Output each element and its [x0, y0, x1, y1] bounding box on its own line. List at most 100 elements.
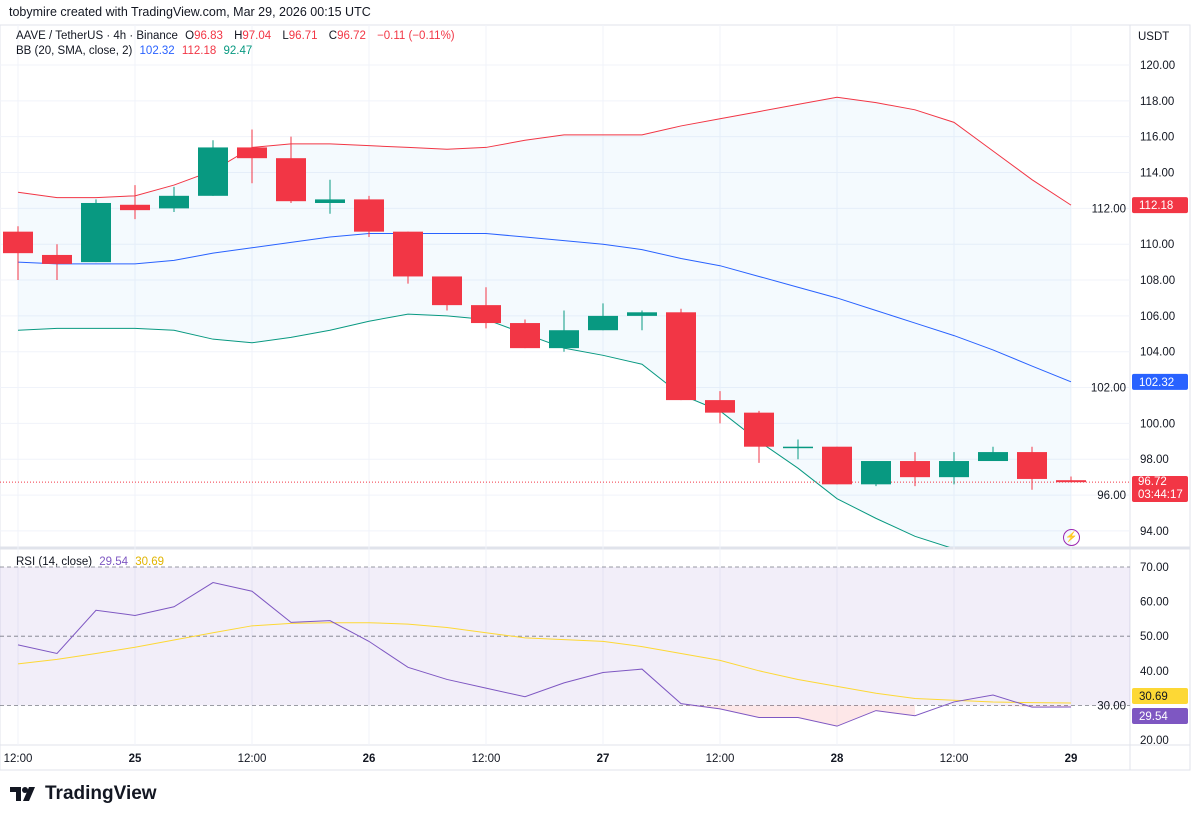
rsi-oversold-fill	[681, 705, 1071, 727]
price-tick-label: 120.00	[1140, 60, 1175, 72]
time-tick-label: 26	[363, 753, 376, 765]
candle-body	[393, 231, 423, 277]
rsi-value: 29.54	[99, 556, 129, 568]
candle-body	[822, 446, 852, 485]
bb-fill	[18, 97, 1071, 547]
candle-body	[939, 461, 969, 478]
credit-text: tobymire created with TradingView.com, M…	[9, 5, 371, 19]
candle-body	[627, 312, 657, 316]
close-label: C	[328, 30, 338, 42]
candle-body	[549, 330, 579, 349]
bb-upper-value: 112.18	[181, 45, 217, 57]
bb-legend[interactable]: BB (20, SMA, close, 2) 102.32 112.18 92.…	[16, 45, 256, 57]
lightning-icon[interactable]: ⚡	[1063, 529, 1080, 546]
candle-body	[120, 204, 150, 211]
open-value: O96.83	[185, 30, 227, 42]
price-tick-label: 94.00	[1140, 526, 1169, 538]
bb-upper-line	[17, 96, 1072, 206]
high-value: H97.04	[234, 30, 275, 42]
rsi-tick-label: 20.00	[1140, 735, 1169, 747]
bb-upper-tag	[1132, 197, 1188, 214]
rsi-tick-label: 70.00	[1140, 562, 1169, 574]
bb-upper-tag-text: 112.18	[1139, 200, 1173, 212]
bb-lower-value: 92.47	[223, 45, 253, 57]
chart-frame	[0, 24, 1191, 771]
bb-basis-tag-text: 102.32	[1139, 377, 1174, 389]
rsi-tag	[1132, 707, 1188, 724]
last-price: 96.72	[1138, 476, 1167, 488]
low-number: 96.71	[288, 30, 318, 42]
candle-body	[237, 147, 267, 159]
low-label: L	[282, 30, 289, 42]
candle-body	[783, 446, 813, 449]
open-number: 96.83	[194, 30, 223, 42]
rsi-legend[interactable]: RSI (14, close) 29.54 30.69	[16, 556, 168, 568]
candle-body	[159, 195, 189, 209]
rsi-label: RSI (14, close)	[16, 556, 93, 568]
price-tick-label: 96.00	[1097, 490, 1126, 502]
candle-body	[432, 276, 462, 306]
high-number: 97.04	[242, 30, 272, 42]
bb-basis-value: 102.32	[139, 45, 175, 57]
candle-body	[471, 305, 501, 324]
time-tick-label: 12:00	[4, 753, 33, 765]
rsi-ma-line	[17, 622, 1072, 704]
price-tick-label: 98.00	[1140, 454, 1169, 466]
price-tick-label: 100.00	[1140, 418, 1175, 430]
rsi-ma-tag-text: 30.69	[1139, 691, 1168, 703]
low-value: L96.71	[282, 30, 321, 42]
bar-countdown: 03:44:17	[1138, 489, 1183, 501]
tradingview-logo-icon	[10, 787, 35, 801]
candle-body	[978, 452, 1008, 462]
bb-basis-tag	[1132, 373, 1188, 390]
candle-body	[1017, 452, 1047, 479]
candle-body	[510, 323, 540, 349]
rsi-tick-label: 40.00	[1140, 666, 1169, 678]
high-label: H	[234, 30, 243, 42]
time-tick-label: 12:00	[940, 753, 969, 765]
last-price-tag: 96.72 03:44:17	[1132, 476, 1188, 502]
candle-body	[315, 199, 345, 203]
candle-body	[354, 199, 384, 232]
currency-label[interactable]: USDT	[1138, 31, 1170, 43]
candle-body	[276, 158, 306, 202]
candle-body	[705, 400, 735, 413]
candle-body	[198, 147, 228, 196]
close-number: 96.72	[337, 30, 366, 42]
rsi-tag-text: 29.54	[1139, 711, 1168, 723]
time-tick-label: 29	[1065, 753, 1078, 765]
change-value: −0.11 (−0.11%)	[377, 30, 455, 42]
price-pane	[0, 96, 1130, 547]
candle-body	[3, 231, 33, 254]
candle-body	[1056, 480, 1086, 483]
price-tick-label: 118.00	[1140, 96, 1174, 108]
logo-text: TradingView	[45, 783, 157, 804]
symbol-name: AAVE / TetherUS · 4h · Binance	[16, 30, 178, 42]
close-value: C96.72	[329, 30, 370, 42]
candle-body	[81, 202, 111, 263]
candle-body	[861, 461, 891, 485]
time-tick-label: 28	[831, 753, 844, 765]
candle-body	[666, 312, 696, 401]
tradingview-logo[interactable]: TradingView	[10, 783, 157, 805]
price-tick-label: 108.00	[1140, 275, 1175, 287]
candle-body	[588, 315, 618, 331]
rsi-tick-label: 50.00	[1140, 631, 1169, 643]
rsi-tick-label: 60.00	[1140, 597, 1169, 609]
bb-label: BB (20, SMA, close, 2)	[16, 45, 133, 57]
bb-basis-line	[17, 232, 1072, 383]
price-tick-label: 110.00	[1140, 239, 1174, 251]
time-tick-label: 27	[597, 753, 610, 765]
time-tick-label: 12:00	[472, 753, 501, 765]
price-tick-label: 112.00	[1092, 203, 1126, 215]
time-tick-label: 12:00	[238, 753, 267, 765]
open-label: O	[185, 30, 195, 42]
candle-body	[42, 254, 72, 264]
time-tick-label: 25	[129, 753, 142, 765]
symbol-legend: AAVE / TetherUS · 4h · Binance O96.83 H9…	[16, 30, 459, 42]
price-tick-label: 104.00	[1140, 347, 1175, 359]
price-tick-label: 114.00	[1140, 168, 1174, 180]
bb-lower-line	[17, 313, 950, 547]
price-tick-label: 116.00	[1140, 132, 1174, 144]
